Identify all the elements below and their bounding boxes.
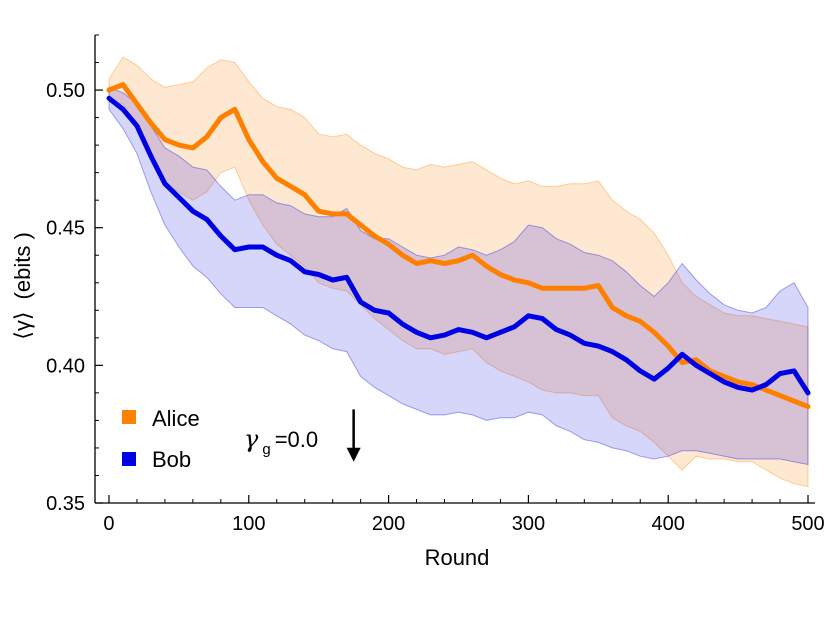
arrow-head [346, 447, 361, 462]
x-tick-label: 300 [512, 513, 545, 535]
x-tick-label: 0 [103, 513, 114, 535]
confidence-bands [108, 56, 809, 488]
legend-swatch-bob [122, 452, 136, 466]
series-line-bob [106, 95, 811, 396]
y-axis-label: ⟨γ⟩ (ebits ) [10, 232, 35, 340]
y-axis-unit: (ebits ) [10, 232, 35, 299]
threshold-value: =0.0 [275, 427, 318, 452]
legend-label-bob: Bob [152, 447, 191, 472]
x-tick-label: 200 [372, 513, 405, 535]
x-tick-label: 500 [791, 513, 824, 535]
threshold-annotation: γ g =0.0 [244, 409, 361, 462]
legend-label-alice: Alice [152, 406, 200, 431]
band-alice [108, 56, 809, 488]
x-axis-label: Round [425, 545, 490, 570]
y-axis-symbol: ⟨γ⟩ [10, 312, 35, 340]
down-arrow-icon [346, 409, 361, 462]
y-tick-label: 0.50 [46, 80, 85, 102]
y-tick-label: 0.35 [46, 493, 85, 515]
ticks: 0 100 200 300 400 500 0.35 0.40 0.45 0.50 [46, 34, 825, 535]
threshold-subscript: g [262, 441, 270, 458]
x-tick-label: 100 [232, 513, 265, 535]
threshold-label: γ g =0.0 [244, 425, 318, 458]
axes [94, 35, 815, 504]
y-tick-label: 0.40 [46, 355, 85, 377]
threshold-symbol: γ [244, 425, 259, 453]
y-tick-label: 0.45 [46, 218, 85, 240]
legend: Alice Bob [122, 406, 200, 472]
legend-swatch-alice [122, 410, 136, 424]
series-lines [106, 82, 811, 410]
band-bob [108, 86, 809, 466]
x-tick-label: 400 [652, 513, 685, 535]
